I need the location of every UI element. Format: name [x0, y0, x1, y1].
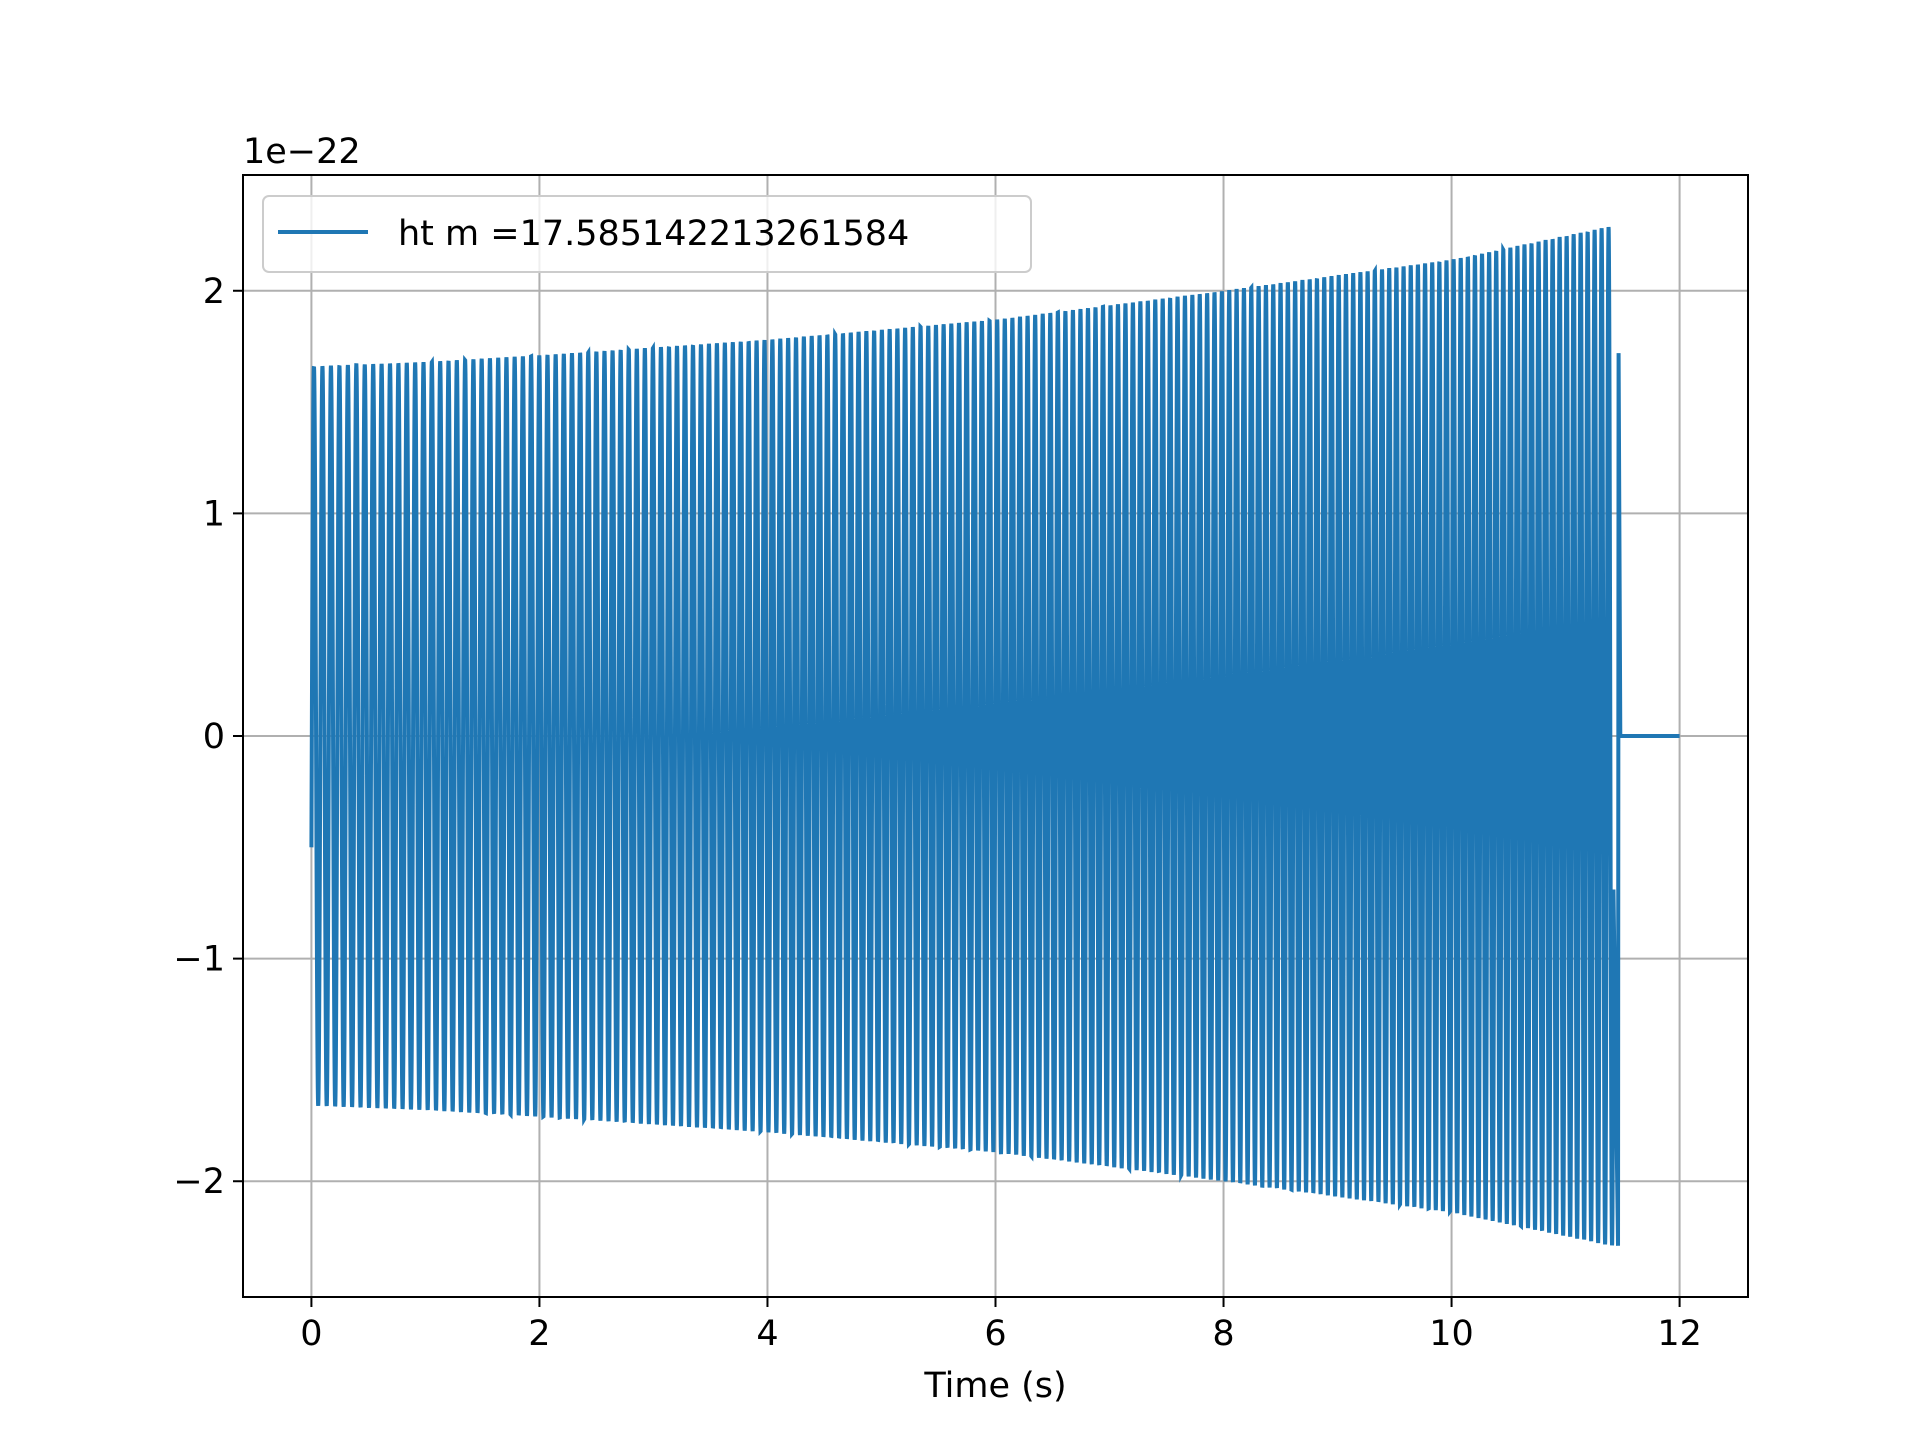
y-tick-label: 2: [203, 272, 225, 312]
x-tick-label: 10: [1429, 1314, 1474, 1354]
legend-box: [262, 195, 1032, 273]
x-tick-label: 8: [1212, 1314, 1234, 1354]
x-tick-label: 2: [528, 1314, 550, 1354]
x-tick-label: 4: [756, 1314, 778, 1354]
x-tick-label: 0: [300, 1314, 322, 1354]
y-tick-label: 1: [203, 494, 225, 534]
series-line-ht: [309, 226, 1680, 1246]
x-axis-ticks: 0 2 4 6 8 10 12: [300, 1297, 1702, 1354]
plot-area: [309, 226, 1680, 1246]
y-axis-ticks: −2 −1 0 1 2: [173, 272, 243, 1202]
x-tick-label: 6: [984, 1314, 1006, 1354]
y-tick-label: 0: [203, 717, 225, 757]
x-axis-label: Time (s): [923, 1366, 1066, 1406]
x-tick-label: 12: [1657, 1314, 1702, 1354]
legend: ht m =17.585142213261584: [262, 195, 1032, 273]
y-offset-label: 1e−22: [243, 132, 361, 172]
legend-label: ht m =17.585142213261584: [398, 214, 909, 254]
y-tick-label: −2: [173, 1162, 225, 1202]
y-tick-label: −1: [173, 940, 225, 980]
